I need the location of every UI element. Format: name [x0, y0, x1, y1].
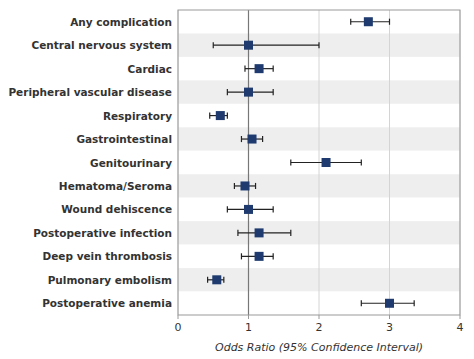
y-tick-label: Wound dehiscence [61, 203, 172, 215]
ci-cap-high [290, 230, 291, 236]
x-tick-label: 3 [386, 321, 393, 334]
ci-cap-low [207, 277, 208, 283]
grid-line [389, 10, 390, 315]
ci-cap-high [273, 206, 274, 212]
odds-ratio-marker [244, 205, 253, 214]
odds-ratio-marker [322, 158, 331, 167]
ci-cap-high [227, 113, 228, 119]
ci-line [213, 45, 319, 46]
odds-ratio-marker [216, 111, 225, 120]
y-tick-label: Central nervous system [32, 39, 173, 51]
ci-cap-low [241, 136, 242, 142]
odds-ratio-marker [255, 252, 264, 261]
odds-ratio-marker [212, 275, 221, 284]
y-tick-label: Deep vein thrombosis [43, 250, 172, 262]
ci-line [238, 232, 291, 233]
ci-cap-high [223, 277, 224, 283]
y-tick-label: Any complication [70, 16, 172, 28]
ci-cap-high [361, 159, 362, 165]
chart-container: Any complication Central nervous system Ca… [0, 0, 474, 359]
y-tick-label: Genitourinary [90, 157, 172, 169]
x-axis-label: Odds Ratio (95% Confidence Interval) [215, 341, 423, 354]
y-tick-label: Postoperative infection [33, 227, 172, 239]
ci-cap-high [318, 42, 319, 48]
x-tick [248, 315, 249, 319]
ci-cap-low [241, 253, 242, 259]
x-tick-label: 0 [175, 321, 182, 334]
chart: Any complication Central nervous system Ca… [0, 0, 474, 359]
ci-cap-low [361, 300, 362, 306]
grid [178, 10, 460, 315]
ci-cap-high [414, 300, 415, 306]
odds-ratio-marker [255, 64, 264, 73]
y-tick-label: Hematoma/Seroma [59, 180, 172, 192]
y-tick-label: Cardiac [128, 63, 172, 75]
ci-cap-low [234, 183, 235, 189]
x-tick-label: 4 [457, 321, 464, 334]
ci-cap-low [209, 113, 210, 119]
ci-cap-low [244, 66, 245, 72]
odds-ratio-marker [240, 181, 249, 190]
plot-area [208, 10, 415, 315]
y-axis-labels: Any complication Central nervous system Ca… [8, 16, 172, 310]
y-tick-label: Respiratory [103, 110, 172, 122]
ci-cap-low [213, 42, 214, 48]
odds-ratio-marker [255, 228, 264, 237]
x-tick [389, 315, 390, 319]
ci-cap-low [350, 19, 351, 25]
ci-cap-high [273, 66, 274, 72]
grid-line [248, 10, 249, 315]
y-tick-label: Pulmonary embolism [48, 274, 172, 286]
odds-ratio-marker [244, 88, 253, 97]
ci-cap-low [290, 159, 291, 165]
x-tick [319, 315, 320, 319]
ci-cap-high [273, 253, 274, 259]
odds-ratio-marker [385, 299, 394, 308]
ci-cap-high [273, 89, 274, 95]
ci-cap-low [237, 230, 238, 236]
x-tick [178, 315, 179, 319]
ci-cap-low [227, 89, 228, 95]
row-bands [178, 10, 460, 315]
y-tick-label: Gastrointestinal [76, 133, 172, 145]
ci-cap-high [389, 19, 390, 25]
x-tick [460, 315, 461, 319]
y-tick-label: Postoperative anemia [42, 297, 172, 309]
plot-frame [178, 10, 460, 315]
y-tick-label: Peripheral vascular disease [8, 86, 172, 98]
ci-cap-high [255, 183, 256, 189]
reference-line [248, 10, 249, 315]
x-axis: 0 1 2 3 4 [175, 315, 464, 334]
ci-cap-low [227, 206, 228, 212]
odds-ratio-marker [248, 135, 257, 144]
x-tick-label: 2 [316, 321, 323, 334]
odds-ratio-marker [364, 17, 373, 26]
ci-cap-high [262, 136, 263, 142]
odds-ratio-marker [244, 41, 253, 50]
x-tick-label: 1 [245, 321, 252, 334]
